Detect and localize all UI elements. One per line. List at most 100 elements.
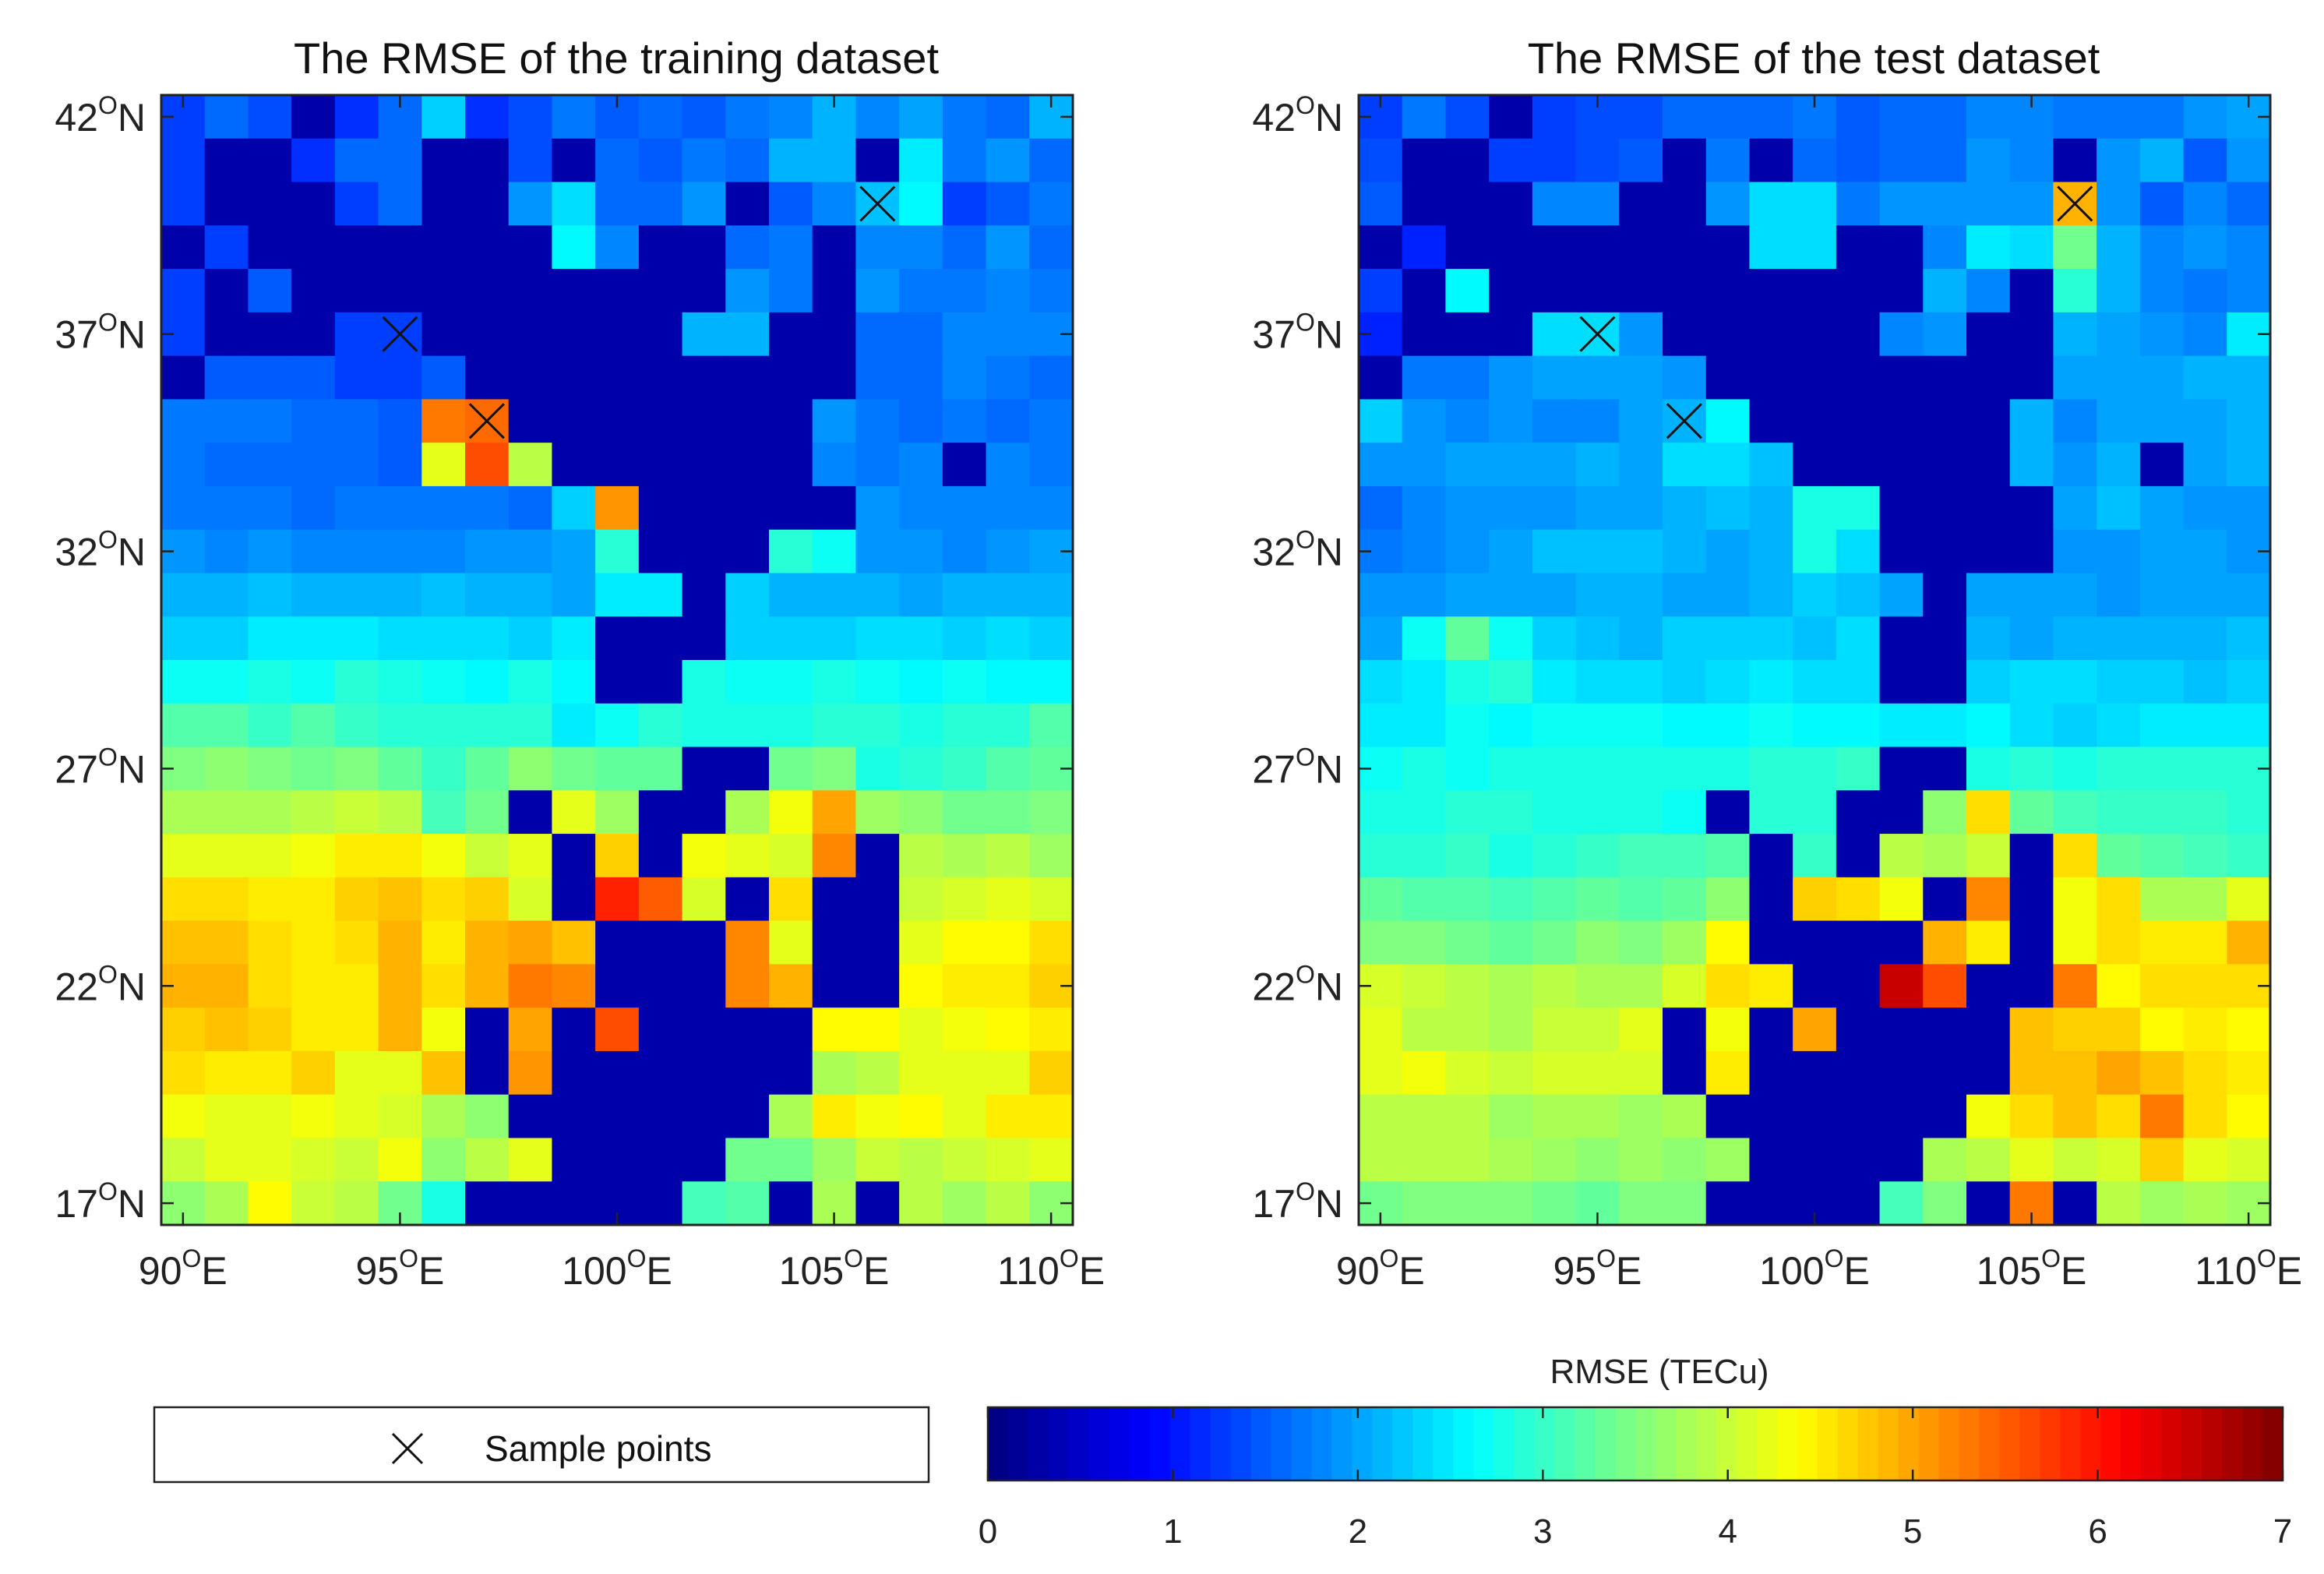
heatmap-cell bbox=[1029, 269, 1074, 313]
heatmap-cell bbox=[378, 443, 423, 487]
heatmap-cell bbox=[508, 95, 553, 139]
heatmap-cell bbox=[291, 1138, 336, 1183]
heatmap-cell bbox=[1749, 529, 1793, 574]
heatmap-cell bbox=[552, 1050, 596, 1096]
heatmap-cell bbox=[421, 1050, 466, 1096]
heatmap-cell bbox=[161, 138, 206, 183]
heatmap-cell bbox=[2227, 399, 2271, 443]
heatmap-cell bbox=[1749, 138, 1793, 183]
heatmap-cell bbox=[1923, 1138, 1967, 1183]
heatmap-cell bbox=[1489, 95, 1533, 139]
heatmap-cell bbox=[378, 399, 423, 443]
heatmap-cell bbox=[855, 790, 900, 835]
heatmap-cell bbox=[1705, 877, 1751, 922]
heatmap-cell bbox=[552, 920, 596, 965]
heatmap-cell bbox=[2183, 399, 2228, 443]
heatmap-cell bbox=[2097, 269, 2141, 313]
heatmap-cell bbox=[2053, 225, 2097, 270]
heatmap-cell bbox=[248, 1094, 292, 1139]
heatmap-cell bbox=[1663, 1181, 1707, 1226]
heatmap-cell bbox=[334, 920, 379, 965]
heatmap-cell bbox=[465, 138, 510, 183]
heatmap-cell bbox=[1966, 95, 2011, 139]
heatmap-cell bbox=[378, 529, 423, 574]
heatmap-cell bbox=[1836, 746, 1881, 792]
heatmap-cell bbox=[465, 616, 510, 661]
heatmap-cell bbox=[378, 1050, 423, 1096]
x-tick-label: 90OE bbox=[1336, 1244, 1425, 1293]
heatmap-cell bbox=[682, 834, 727, 878]
heatmap-cell bbox=[1029, 1094, 1074, 1139]
heatmap-cell bbox=[1793, 225, 1837, 270]
heatmap-cell bbox=[508, 1008, 553, 1052]
heatmap-cell bbox=[1663, 790, 1707, 835]
colorbar-swatch bbox=[1088, 1407, 1110, 1480]
x-tick-label: 105OE bbox=[1977, 1244, 2087, 1293]
heatmap-cell bbox=[1749, 225, 1793, 270]
heatmap-cell bbox=[1923, 355, 1967, 401]
heatmap-cell bbox=[421, 834, 466, 878]
heatmap-cell bbox=[1923, 877, 1967, 922]
heatmap-cell bbox=[2053, 964, 2097, 1008]
heatmap-cell bbox=[1705, 964, 1751, 1008]
heatmap-cell bbox=[508, 138, 553, 183]
heatmap-cell bbox=[682, 920, 727, 965]
colorbar-swatch bbox=[1655, 1407, 1677, 1480]
heatmap-cell bbox=[2053, 573, 2097, 618]
heatmap-cell bbox=[1749, 920, 1793, 965]
colorbar-swatch bbox=[1776, 1407, 1798, 1480]
heatmap-cell bbox=[1445, 834, 1490, 878]
heatmap-cell bbox=[899, 1050, 943, 1096]
heatmap-cell bbox=[1575, 443, 1620, 487]
y-tick-label: 17ON bbox=[1252, 1177, 1343, 1226]
heatmap-cell bbox=[508, 182, 553, 227]
heatmap-cell bbox=[2097, 355, 2141, 401]
heatmap-cell bbox=[2053, 485, 2097, 531]
heatmap-cell bbox=[942, 1008, 987, 1052]
heatmap-cell bbox=[1793, 529, 1837, 574]
heatmap-cell bbox=[421, 138, 466, 183]
heatmap-cell bbox=[986, 355, 1031, 401]
colorbar-swatch bbox=[1615, 1407, 1636, 1480]
heatmap-cell bbox=[725, 399, 770, 443]
heatmap-cell bbox=[334, 964, 379, 1008]
heatmap-cell bbox=[725, 269, 770, 313]
heatmap-cell bbox=[1402, 485, 1447, 531]
heatmap-cell bbox=[682, 790, 727, 835]
heatmap-cell bbox=[986, 660, 1031, 704]
heatmap-cell bbox=[291, 964, 336, 1008]
heatmap-cell bbox=[465, 95, 510, 139]
heatmap-cell bbox=[986, 920, 1031, 965]
heatmap-cell bbox=[769, 1138, 813, 1183]
heatmap-cell bbox=[2053, 138, 2097, 183]
colorbar-swatch bbox=[1554, 1407, 1575, 1480]
heatmap-cell bbox=[508, 312, 553, 357]
heatmap-cell bbox=[1029, 877, 1074, 922]
heatmap-cell bbox=[1966, 399, 2011, 443]
heatmap-cell bbox=[2227, 485, 2271, 531]
heatmap-cell bbox=[1836, 1094, 1881, 1139]
heatmap-cell bbox=[552, 660, 596, 704]
heatmap-cell bbox=[2183, 834, 2228, 878]
colorbar-swatch bbox=[2100, 1407, 2122, 1480]
heatmap-cell bbox=[1836, 443, 1881, 487]
heatmap-cell bbox=[1402, 920, 1447, 965]
heatmap-cell bbox=[2009, 1008, 2054, 1052]
heatmap-cell bbox=[248, 529, 292, 574]
heatmap-cell bbox=[1489, 1138, 1533, 1183]
heatmap-cell bbox=[204, 1138, 249, 1183]
heatmap-cell bbox=[1619, 1094, 1663, 1139]
heatmap-cell bbox=[595, 399, 640, 443]
heatmap-cell bbox=[2009, 529, 2054, 574]
heatmap-cell bbox=[2009, 1138, 2054, 1183]
heatmap-cell bbox=[1402, 312, 1447, 357]
heatmap-cell bbox=[291, 1050, 336, 1096]
heatmap-cell bbox=[248, 443, 292, 487]
heatmap-cell bbox=[899, 529, 943, 574]
colorbar-swatch bbox=[1068, 1407, 1090, 1480]
heatmap-cell bbox=[1489, 182, 1533, 227]
heatmap-cell bbox=[2139, 399, 2185, 443]
heatmap-cell bbox=[378, 1094, 423, 1139]
heatmap-cell bbox=[2183, 660, 2228, 704]
heatmap-cell bbox=[942, 312, 987, 357]
